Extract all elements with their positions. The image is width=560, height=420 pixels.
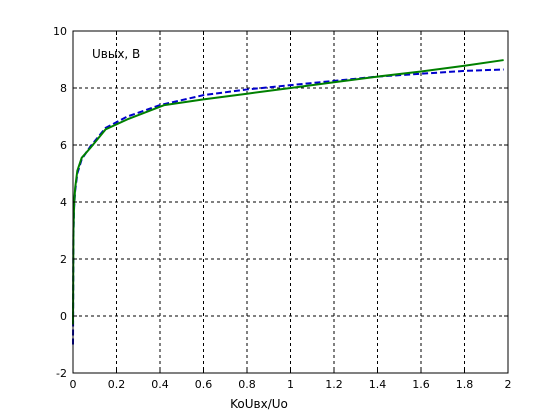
x-tick-label: 1.6 — [412, 378, 430, 391]
x-tick-label: 0.8 — [238, 378, 256, 391]
y-tick-labels: -2 0 2 4 6 8 10 — [53, 25, 67, 380]
x-tick-label: 0.6 — [195, 378, 213, 391]
y-tick-label: 4 — [60, 196, 67, 209]
y-tick-label: -2 — [56, 367, 67, 380]
x-tick-label: 0.4 — [151, 378, 169, 391]
series-layer — [72, 59, 504, 345]
x-tick-label: 0 — [70, 378, 77, 391]
y-tick-label: 6 — [60, 139, 67, 152]
y-tick-label: 10 — [53, 25, 67, 38]
tick-marks — [72, 30, 509, 374]
y-tick-label: 0 — [60, 310, 67, 323]
x-tick-label: 1.4 — [369, 378, 387, 391]
x-tick-label: 0.2 — [108, 378, 126, 391]
series-annotation: Uвых, В — [92, 47, 140, 61]
x-tick-labels: 0 0.2 0.4 0.6 0.8 1 1.2 1.4 1.6 1.8 2 — [70, 378, 512, 391]
y-tick-label: 2 — [60, 253, 67, 266]
y-tick-label: 8 — [60, 82, 67, 95]
x-tick-label: 1.8 — [456, 378, 474, 391]
x-tick-label: 2 — [505, 378, 512, 391]
series-line-2 — [72, 59, 504, 325]
x-axis-label: KoUвх/Uo — [230, 397, 288, 411]
x-tick-label: 1.2 — [325, 378, 343, 391]
x-tick-label: 1 — [287, 378, 294, 391]
